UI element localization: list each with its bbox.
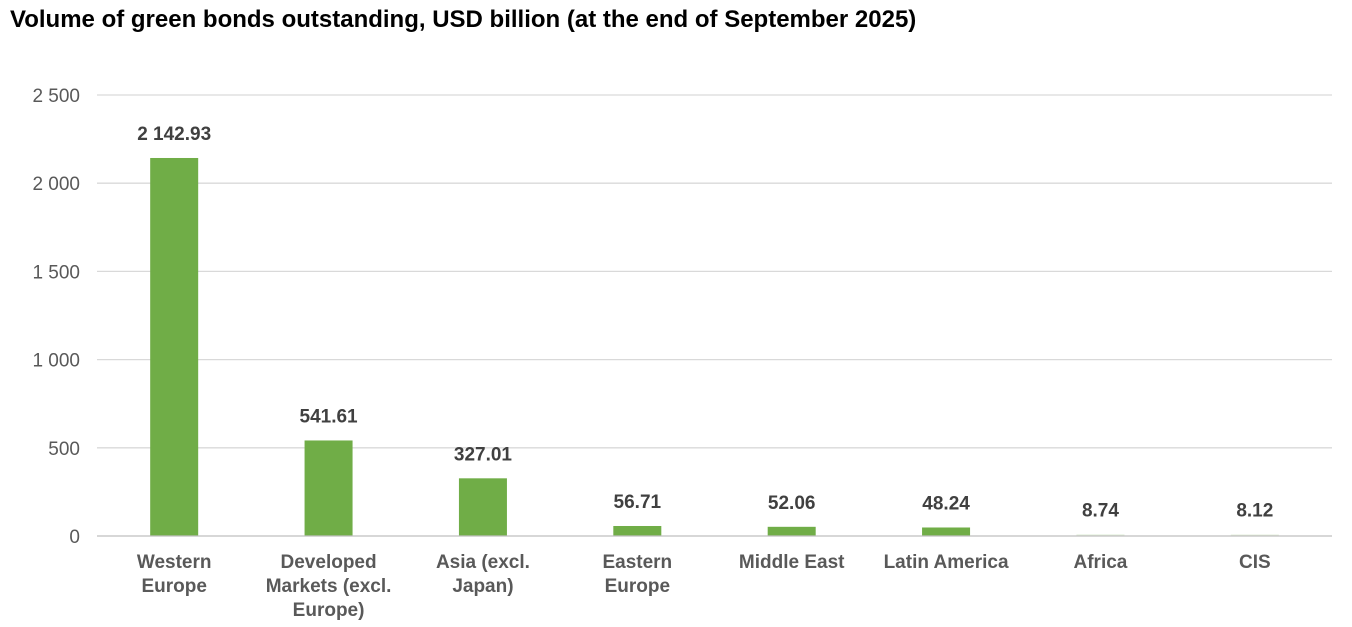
x-tick-label: Middle East [739, 552, 845, 573]
data-label: 8.74 [1082, 500, 1119, 521]
data-labels: 2 142.93 541.61 327.01 56.71 52.06 48.24 8.74 8… [137, 124, 1273, 522]
bars [150, 157, 1279, 536]
x-tick-label: Western Europe [137, 552, 212, 597]
y-tick-label: 2 500 [32, 86, 80, 107]
y-tick-label: 2 000 [32, 174, 80, 195]
bar [613, 525, 662, 536]
x-axis-ticks: Western Europe Developed Markets (excl. Euro… [137, 552, 1271, 621]
grid-lines [97, 94, 1332, 449]
x-tick-label: CIS [1239, 552, 1271, 573]
y-tick-label: 500 [48, 439, 80, 460]
data-label: 52.06 [768, 493, 816, 514]
bar [1230, 534, 1279, 536]
data-label: 8.12 [1236, 501, 1273, 522]
bar [767, 526, 816, 536]
y-tick-label: 1 500 [32, 262, 80, 283]
data-label: 56.71 [614, 492, 662, 513]
x-tick-label: Eastern Europe [602, 552, 672, 597]
bar [150, 157, 199, 536]
x-tick-label: Asia (excl. Japan) [436, 552, 530, 597]
data-label: 2 142.93 [137, 124, 211, 145]
bar [458, 478, 507, 536]
y-tick-label: 0 [69, 527, 80, 548]
y-tick-label: 1 000 [32, 351, 80, 372]
bar [304, 440, 353, 536]
chart-title: Volume of green bonds outstanding, USD b… [10, 6, 917, 33]
x-tick-label: Latin America [884, 552, 1009, 573]
data-label: 48.24 [922, 493, 970, 514]
data-label: 327.01 [454, 444, 513, 465]
y-axis-ticks: 0 500 1 000 1 500 2 000 2 500 [32, 86, 80, 548]
x-tick-label: Africa [1074, 552, 1128, 573]
bar [1076, 534, 1125, 536]
x-tick-label: Developed Markets (excl. Europe) [266, 552, 392, 621]
bar [922, 527, 971, 536]
data-label: 541.61 [300, 406, 359, 427]
